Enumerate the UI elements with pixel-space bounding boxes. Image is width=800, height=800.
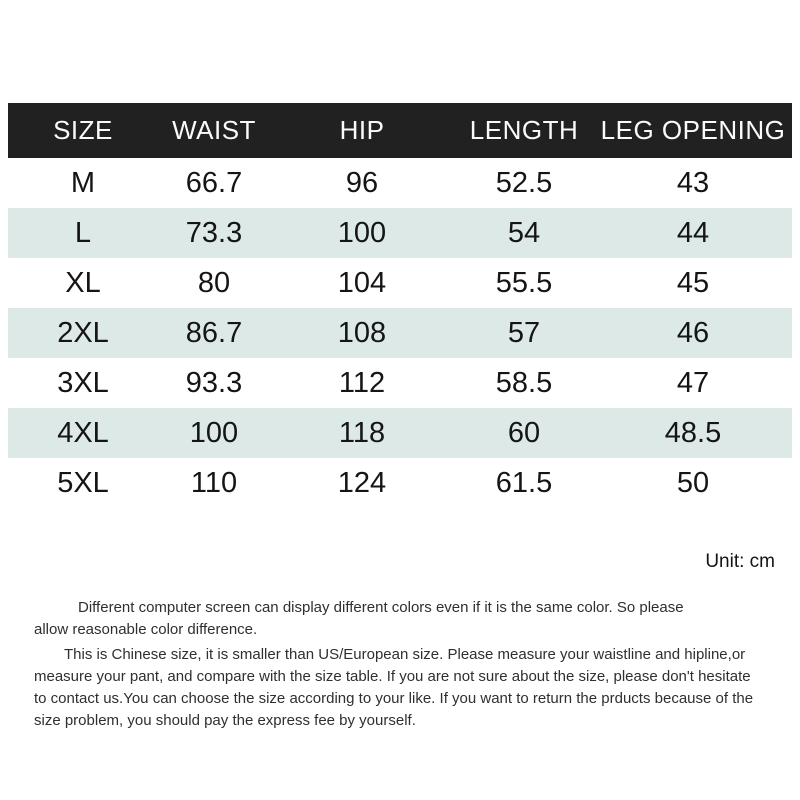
cell-hip: 108 bbox=[337, 316, 387, 349]
cell-leg-opening: 44 bbox=[676, 216, 710, 249]
cell-hip: 112 bbox=[338, 366, 386, 399]
cell-hip: 104 bbox=[337, 266, 387, 299]
cell-length: 55.5 bbox=[495, 266, 553, 299]
size-table: SIZE WAIST HIP LENGTH LEG OPENING M 66.7… bbox=[8, 103, 792, 508]
table-header-row: SIZE WAIST HIP LENGTH LEG OPENING bbox=[8, 103, 792, 158]
cell-leg-opening: 50 bbox=[676, 466, 710, 499]
header-waist: WAIST bbox=[158, 103, 270, 158]
table-row: M 66.7 96 52.5 43 bbox=[8, 158, 792, 208]
cell-length: 60 bbox=[507, 416, 541, 449]
table-row: 3XL 93.3 112 58.5 47 bbox=[8, 358, 792, 408]
size-disclaimer: This is Chinese size, it is smaller than… bbox=[34, 646, 754, 729]
header-hip: HIP bbox=[270, 103, 454, 158]
cell-waist: 93.3 bbox=[185, 366, 243, 399]
cell-leg-opening: 43 bbox=[676, 166, 710, 199]
cell-size: 5XL bbox=[57, 466, 109, 499]
color-disclaimer: Different computer screen can display di… bbox=[34, 599, 684, 638]
table-row: 4XL 100 118 60 48.5 bbox=[8, 408, 792, 458]
table-row: XL 80 104 55.5 45 bbox=[8, 258, 792, 308]
cell-waist: 86.7 bbox=[185, 316, 243, 349]
cell-size: L bbox=[74, 216, 92, 249]
cell-waist: 66.7 bbox=[185, 166, 243, 199]
cell-leg-opening: 45 bbox=[676, 266, 710, 299]
header-leg-opening: LEG OPENING bbox=[594, 103, 792, 158]
cell-waist: 80 bbox=[197, 266, 231, 299]
cell-waist: 110 bbox=[190, 466, 238, 499]
cell-hip: 124 bbox=[337, 466, 387, 499]
cell-length: 52.5 bbox=[495, 166, 553, 199]
header-size: SIZE bbox=[8, 103, 158, 158]
cell-leg-opening: 46 bbox=[676, 316, 710, 349]
cell-hip: 100 bbox=[337, 216, 387, 249]
notes-section: Different computer screen can display di… bbox=[34, 597, 778, 732]
cell-length: 57 bbox=[507, 316, 541, 349]
table-row: L 73.3 100 54 44 bbox=[8, 208, 792, 258]
table-row: 2XL 86.7 108 57 46 bbox=[8, 308, 792, 358]
cell-length: 61.5 bbox=[495, 466, 553, 499]
cell-size: M bbox=[70, 166, 96, 199]
cell-hip: 96 bbox=[345, 166, 379, 199]
cell-size: 4XL bbox=[57, 416, 109, 449]
cell-size: 2XL bbox=[57, 316, 109, 349]
cell-leg-opening: 47 bbox=[676, 366, 710, 399]
cell-waist: 73.3 bbox=[185, 216, 243, 249]
unit-label: Unit: cm bbox=[705, 551, 775, 572]
cell-size: XL bbox=[65, 266, 101, 299]
cell-waist: 100 bbox=[189, 416, 239, 449]
cell-hip: 118 bbox=[338, 416, 386, 449]
cell-length: 58.5 bbox=[495, 366, 553, 399]
cell-size: 3XL bbox=[57, 366, 109, 399]
header-length: LENGTH bbox=[454, 103, 594, 158]
cell-leg-opening: 48.5 bbox=[664, 416, 722, 449]
cell-length: 54 bbox=[507, 216, 541, 249]
table-row: 5XL 110 124 61.5 50 bbox=[8, 458, 792, 508]
